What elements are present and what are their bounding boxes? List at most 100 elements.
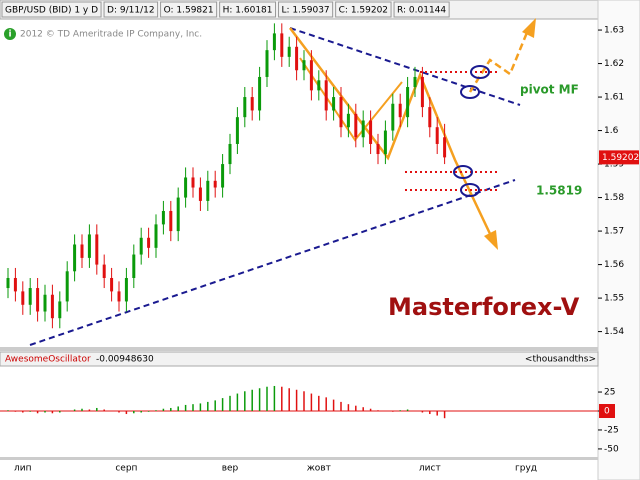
header-field: GBP/USD (BID) 1 y D [5,6,98,16]
candle-body [295,46,299,71]
candle-body [191,177,195,188]
x-tick-label: лист [419,464,441,474]
header-box [393,1,450,18]
candle-body [132,254,136,278]
candle-body [265,50,269,77]
y-tick-label: 1.56 [604,260,624,270]
header-box [278,1,334,18]
x-tick-label: лип [14,464,32,474]
candle-body [21,291,25,305]
price-tag [599,150,639,165]
header-box [160,1,218,18]
header-box [1,1,102,18]
candle-body [235,117,239,144]
right-axis-area [597,0,640,480]
circle-mark [470,65,490,79]
header-field: D: 9/11/12 [107,6,155,16]
y-tick-label: 0 [604,407,610,417]
brand-label: Masterforex-V [388,293,580,321]
header-field: C: 1.59202 [339,6,388,16]
candle-body [324,80,328,111]
candle-body [435,127,439,144]
y-tick-label: 1.63 [604,26,624,36]
candle-body [95,234,99,265]
header-field: H: 1.60181 [223,6,273,16]
candle-body [272,33,276,51]
candle-body [28,288,32,305]
header-field: R: 0.01144 [397,6,446,16]
separator [0,347,598,351]
circle-mark [460,183,480,197]
candle-body [309,60,313,91]
zero-tag [599,404,615,418]
candle-body [6,277,10,289]
osc-name: AwesomeOscillator [5,355,91,365]
candle-body [213,180,217,188]
candle-body [206,180,210,201]
candle-body [87,234,91,258]
candle-body [258,76,262,111]
trend-line [29,179,516,346]
y-tick-label: 1.6 [604,126,619,136]
circle-mark [453,165,473,179]
candle-body [124,277,128,302]
arrow-head [484,230,498,250]
candle-body [406,87,410,118]
header-box [103,1,159,18]
candle-body [302,60,306,71]
candle-body [243,97,247,118]
osc-value: -0.0094863 [96,355,148,365]
y-tick-label: 1.54 [604,327,624,337]
candle-body [369,120,373,144]
forecast [468,29,530,93]
candle-body [383,130,387,155]
arrow-head [522,18,536,38]
candle-body [443,137,447,158]
candle-body [154,224,158,248]
x-tick-label: вер [222,464,239,474]
candle-body [339,97,343,128]
osc-units: <thousandths> [525,355,596,365]
candle-body [50,294,54,319]
osc-param: 0 [148,355,154,365]
y-tick-label: -25 [604,425,619,435]
price-tag-label: 1.59202 [602,153,639,163]
y-tick-label: 1.62 [604,59,624,69]
y-tick-label: 1.59 [604,160,624,170]
candle-body [169,210,173,232]
candle-body [361,120,365,138]
header-box [335,1,392,18]
candle-body [43,294,47,312]
y-tick-label: 1.57 [604,227,624,237]
candle-body [346,113,350,128]
candle-body [413,76,417,88]
candle-body [147,237,151,248]
candle-body [184,177,188,198]
candle-body [139,237,143,255]
x-tick-label: груд [515,464,537,474]
candle-body [398,103,402,118]
candle-body [176,197,180,232]
y-tick-label: -50 [604,444,619,454]
candle-body [280,33,284,57]
copyright: 2012 © TD Ameritrade IP Company, Inc. [20,30,202,40]
candle-body [428,107,432,128]
candle-body [110,277,114,292]
candle-body [317,80,321,91]
candle-body [221,164,225,188]
candle-body [161,210,165,225]
candle-body [376,143,380,155]
pivot-label: pivot MF [520,83,579,97]
circle-mark [460,85,480,99]
trend-line [289,27,521,106]
level-label: 1.5819 [536,184,582,198]
x-tick-label: жовт [307,464,331,474]
x-tick-label: серп [115,464,137,474]
candle-body [117,291,121,302]
y-tick-label: 1.58 [604,193,624,203]
y-tick-label: 25 [604,388,615,398]
candle-body [65,271,69,302]
candle-body [391,103,395,131]
candle-body [58,301,62,319]
